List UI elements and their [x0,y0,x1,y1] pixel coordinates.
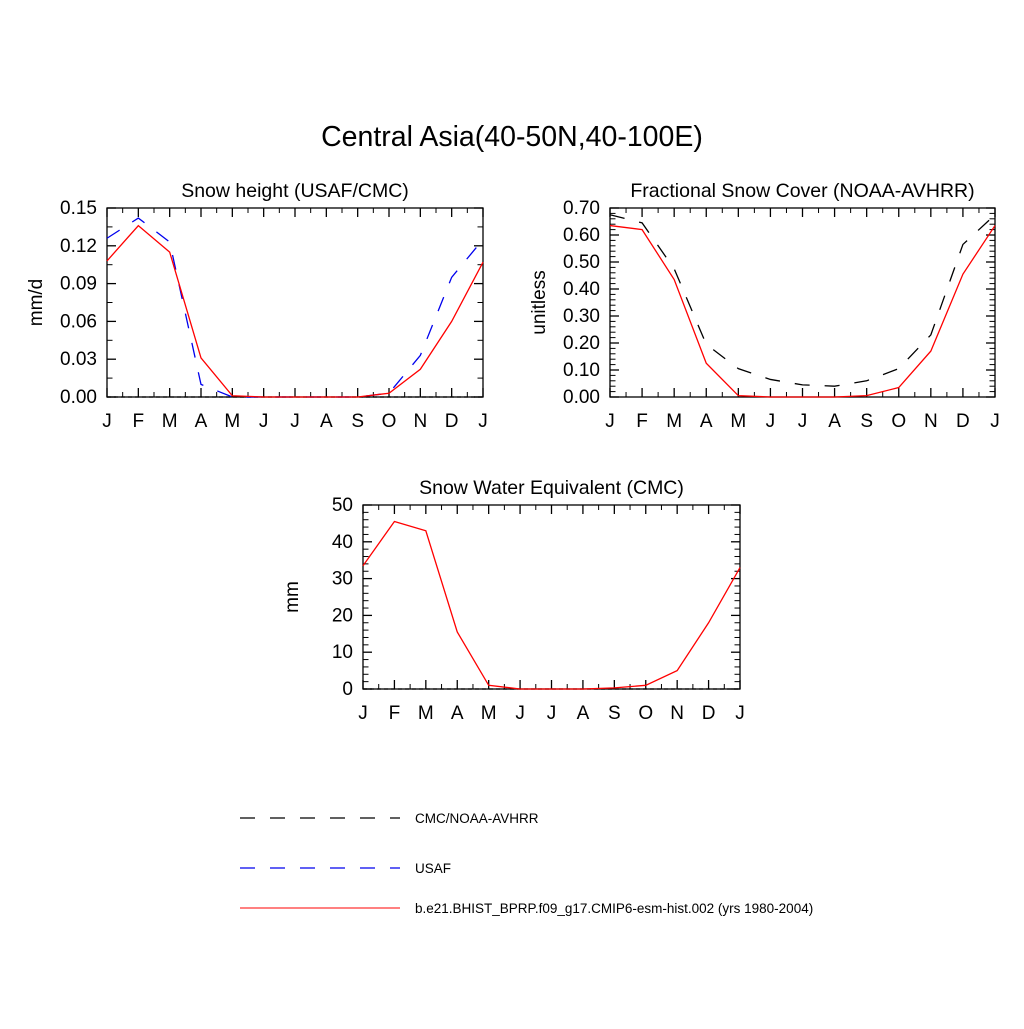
svg-text:0.03: 0.03 [60,349,97,370]
svg-text:F: F [133,411,145,432]
svg-text:J: J [290,411,300,432]
svg-text:M: M [162,411,178,432]
svg-text:N: N [413,411,427,432]
svg-text:0.30: 0.30 [563,306,600,327]
svg-text:J: J [990,411,1000,432]
svg-text:0.10: 0.10 [563,360,600,381]
svg-text:J: J [766,411,776,432]
svg-text:0.06: 0.06 [60,311,97,332]
svg-text:Central Asia(40-50N,40-100E): Central Asia(40-50N,40-100E) [321,121,703,153]
svg-text:A: A [320,411,333,432]
svg-text:M: M [481,703,497,724]
svg-text:A: A [195,411,208,432]
svg-text:0.70: 0.70 [563,198,600,219]
svg-text:30: 30 [332,569,353,590]
svg-text:M: M [730,411,746,432]
svg-text:0.20: 0.20 [563,333,600,354]
svg-text:20: 20 [332,605,353,626]
svg-text:J: J [798,411,808,432]
svg-text:J: J [515,703,525,724]
svg-text:A: A [577,703,590,724]
svg-text:M: M [418,703,434,724]
svg-text:J: J [547,703,557,724]
svg-text:mm: mm [282,581,303,613]
svg-text:0: 0 [342,679,353,700]
svg-text:J: J [358,703,368,724]
svg-text:M: M [666,411,682,432]
svg-text:0.60: 0.60 [563,225,600,246]
svg-text:40: 40 [332,532,353,553]
svg-text:A: A [451,703,464,724]
svg-text:CMC/NOAA-AVHRR: CMC/NOAA-AVHRR [415,811,539,826]
svg-text:0.09: 0.09 [60,274,97,295]
svg-text:Snow height (USAF/CMC): Snow height (USAF/CMC) [181,180,409,202]
svg-text:50: 50 [332,495,353,516]
svg-text:0.15: 0.15 [60,198,97,219]
svg-text:J: J [259,411,269,432]
svg-text:USAF: USAF [415,861,451,876]
svg-text:unitless: unitless [529,270,550,334]
svg-text:M: M [224,411,240,432]
svg-text:O: O [891,411,906,432]
svg-text:D: D [445,411,459,432]
svg-text:mm/d: mm/d [26,279,47,327]
svg-text:O: O [382,411,397,432]
svg-text:S: S [608,703,621,724]
svg-text:A: A [700,411,713,432]
svg-text:b.e21.BHIST_BPRP.f09_g17.CMIP6: b.e21.BHIST_BPRP.f09_g17.CMIP6-esm-hist.… [415,901,813,916]
svg-text:0.00: 0.00 [563,387,600,408]
svg-text:J: J [102,411,112,432]
svg-text:0.00: 0.00 [60,387,97,408]
svg-text:N: N [670,703,684,724]
svg-text:S: S [351,411,364,432]
svg-text:J: J [478,411,488,432]
svg-text:Snow Water Equivalent (CMC): Snow Water Equivalent (CMC) [419,477,684,499]
svg-text:O: O [638,703,653,724]
svg-text:S: S [860,411,873,432]
svg-text:0.40: 0.40 [563,279,600,300]
svg-text:F: F [389,703,401,724]
svg-text:D: D [702,703,716,724]
svg-text:Fractional Snow Cover (NOAA-AV: Fractional Snow Cover (NOAA-AVHRR) [630,180,974,202]
svg-text:J: J [605,411,615,432]
svg-text:J: J [735,703,745,724]
svg-text:A: A [828,411,841,432]
svg-text:N: N [924,411,938,432]
svg-text:0.50: 0.50 [563,252,600,273]
svg-text:F: F [636,411,648,432]
svg-text:10: 10 [332,642,353,663]
svg-text:D: D [956,411,970,432]
svg-text:0.12: 0.12 [60,236,97,257]
